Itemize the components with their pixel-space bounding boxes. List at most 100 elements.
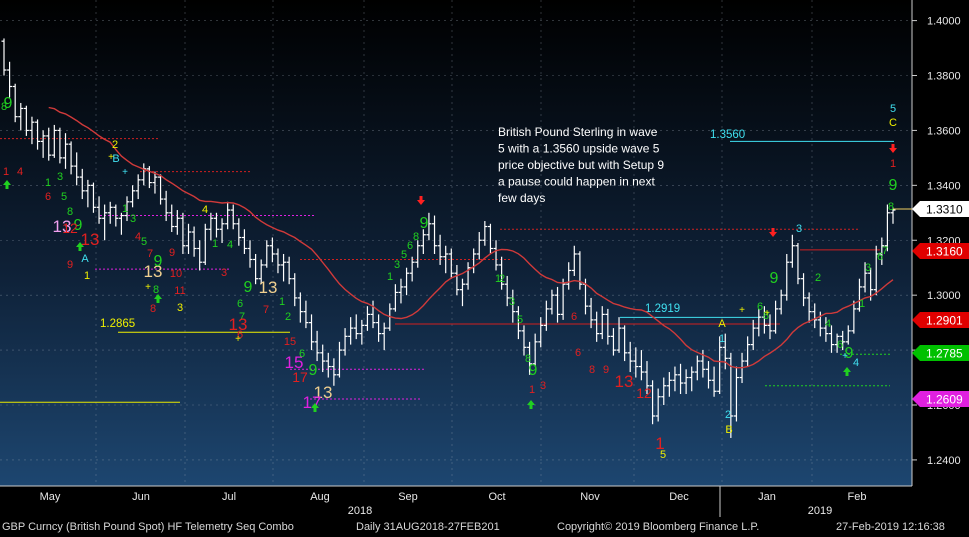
td-count-label: 6: [575, 347, 581, 359]
annotation-line: price objective but with Setup 9: [498, 158, 664, 172]
ohlc-bar: [761, 306, 767, 334]
ohlc-bar: [398, 278, 404, 304]
ohlc-bar: [845, 325, 851, 345]
ohlc-bar: [834, 333, 840, 353]
td-count-label: 5: [890, 103, 896, 115]
td-count-label: 12: [636, 385, 652, 401]
ohlc-bar: [873, 245, 879, 296]
x-axis: May Jun Jul Aug Sep Oct Nov Dec Jan Feb 2018 2019: [0, 485, 912, 517]
footer-range: Daily 31AUG2018-27FEB201: [356, 521, 500, 533]
td-count-label: 1: [122, 203, 128, 215]
annotation-line: British Pound Sterling in wave: [498, 125, 658, 139]
price-tag: 1.2785: [912, 345, 969, 361]
td-count-label: 5: [517, 314, 523, 326]
td-count-label: 3: [130, 213, 136, 225]
x-year-label: 2018: [348, 505, 372, 517]
ohlc-bar: [756, 308, 762, 337]
price-tag-label: 1.3160: [926, 245, 963, 259]
ohlc-bar: [465, 262, 471, 290]
ohlc-bar: [202, 223, 208, 265]
ohlc-bar: [124, 196, 130, 222]
ohlc-bar: [459, 278, 465, 307]
xaxis-background: [0, 486, 912, 517]
td-count-label: 8: [413, 231, 419, 243]
ohlc-bar: [135, 174, 141, 200]
annotation-line: few days: [498, 191, 545, 205]
price-tag: 1.2609: [912, 391, 969, 407]
td-count-label: 2: [112, 139, 118, 151]
ohlc-bar: [560, 278, 566, 320]
ohlc-bar: [789, 234, 795, 268]
td-count-label: 8: [67, 206, 73, 218]
ohlc-bar: [616, 317, 622, 353]
td-count-label: 6: [407, 240, 413, 252]
ohlc-bar: [437, 234, 443, 265]
ohlc-bar: [63, 133, 69, 169]
td-count-label: 11: [174, 285, 185, 297]
x-tick-label: Feb: [848, 491, 867, 503]
ohlc-bar: [51, 124, 57, 158]
td-count-label: 1: [529, 384, 535, 396]
ohlc-bar: [381, 322, 387, 351]
td-count-label: 7: [882, 245, 888, 257]
ohlc-bar: [7, 61, 13, 98]
ohlc-bar: [392, 284, 398, 312]
td-count-label: 5: [660, 449, 666, 461]
ohlc-bar: [868, 267, 874, 301]
td-count-label: 6: [757, 301, 763, 313]
ohlc-bar: [230, 204, 236, 230]
td-count-label: 4: [853, 357, 859, 369]
ohlc-bar: [633, 347, 639, 378]
price-bars: [1, 38, 896, 438]
ohlc-bar: [532, 333, 538, 367]
td-count-label: 8: [153, 284, 159, 296]
ohlc-bar: [610, 328, 616, 356]
td-count-label: 2: [285, 311, 291, 323]
td-count-label: 2: [499, 273, 505, 285]
ohlc-bar: [303, 300, 309, 329]
ohlc-bar: [493, 240, 499, 271]
td-count-label: 8: [150, 303, 156, 315]
plus-marker: +: [122, 167, 128, 178]
ohlc-bar: [336, 341, 342, 378]
td-count-label: 4: [17, 166, 23, 178]
ohlc-bar: [90, 182, 96, 213]
ohlc-bar: [549, 289, 555, 315]
td-count-label: 9: [154, 253, 163, 270]
ohlc-bar: [705, 361, 711, 389]
ohlc-bar: [180, 212, 186, 254]
x-tick-label: Oct: [488, 491, 505, 503]
td-count-label: 6: [45, 191, 51, 203]
td-count-label: 4: [227, 239, 233, 251]
ohlc-bar: [404, 267, 410, 296]
td-count-label: 15: [285, 353, 304, 372]
ohlc-bar: [566, 262, 572, 290]
td-count-label: 4: [825, 318, 831, 330]
price-tag-label: 1.2785: [926, 347, 963, 361]
td-count-label: 1: [387, 271, 393, 283]
td-count-label: 6: [299, 348, 305, 360]
td-count-label: 13: [81, 230, 100, 249]
ohlc-bar: [40, 130, 46, 158]
ohlc-bar: [594, 311, 600, 342]
ohlc-bar: [359, 319, 365, 345]
ohlc-bar: [890, 207, 896, 224]
ohlc-bar: [655, 388, 661, 422]
ohlc-bar: [241, 229, 247, 254]
td-count-label: 9: [169, 247, 175, 259]
ohlc-bar: [678, 363, 684, 395]
ohlc-bar: [169, 204, 175, 233]
ohlc-bar: [152, 171, 158, 194]
ohlc-bar: [46, 127, 52, 161]
ohlc-bar: [79, 168, 85, 200]
level-label: 1.2865: [100, 318, 135, 330]
td-count-label: 15: [284, 336, 296, 348]
ohlc-bar: [622, 325, 628, 362]
td-count-label: 13: [314, 383, 333, 402]
ohlc-bar: [448, 248, 454, 279]
td-count-label: 1: [890, 158, 896, 170]
ohlc-bar: [666, 372, 672, 397]
td-count-label: 7: [239, 311, 245, 323]
ohlc-bar: [778, 289, 784, 315]
